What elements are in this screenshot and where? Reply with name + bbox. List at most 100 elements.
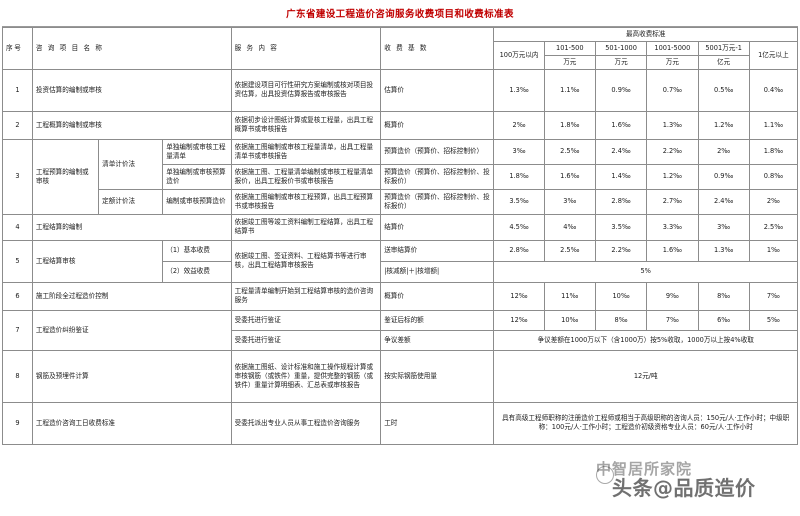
header-row-group: 序号 咨 询 项 目 名 称 服 务 内 容 收 费 基 数 最高收费标准 xyxy=(2,27,798,70)
merged-rate-note: 具有高级工程师职称的注册造价工程师或相当于高级职称的咨询人员：150元/人·工作… xyxy=(493,401,798,445)
merged-rate-note: 12元/吨 xyxy=(493,349,798,403)
table-row: 2 工程概算的编制或审核 依据初步设计图纸计算或复核工程量，出具工程概算书或审核… xyxy=(2,110,799,140)
tier-range-2: 501-1000 xyxy=(594,40,648,56)
row-project: 投资估算的编制或审核 xyxy=(31,68,232,112)
rate-cell: 3.5‰ xyxy=(493,188,545,215)
sub-item: （1）基本收费 xyxy=(162,239,232,262)
table-row: 6 施工阶段全过程造价控制 工程量清单编制开始到工程结算审核的造价咨询服务 概算… xyxy=(2,281,799,311)
tier-range-4: 5001万元-1 xyxy=(697,40,750,56)
row-service: 依据施工图编制或审核工程预算，出具工程预算书或审核报告 xyxy=(230,188,382,215)
rate-cell: 2‰ xyxy=(748,188,799,215)
rate-cell: 10‰ xyxy=(594,281,648,311)
fee-standard-table: 序号 咨 询 项 目 名 称 服 务 内 容 收 费 基 数 最高收费标准 10… xyxy=(2,27,799,445)
row-service: 依据施工图、工程量清单编制或审核工程量清单报价，出具工程报价书或审核报告 xyxy=(230,163,382,190)
row-index: 9 xyxy=(2,401,33,445)
rate-cell: 0.4‰ xyxy=(748,68,799,112)
row-project: 工程结算的编制 xyxy=(31,213,232,241)
col-header-project-name: 咨 询 项 目 名 称 xyxy=(31,27,232,70)
merged-rate-note: 5% xyxy=(493,260,798,283)
row-index: 8 xyxy=(2,349,33,403)
row-service: 受委托进行鉴证 xyxy=(230,329,382,351)
rate-cell: 1.3‰ xyxy=(493,68,545,112)
rate-cell: 2.8‰ xyxy=(594,188,648,215)
rate-cell: 5‰ xyxy=(748,309,799,331)
rate-cell: 1.3‰ xyxy=(646,110,699,140)
tier-unit-3: 万元 xyxy=(646,54,699,70)
row-base: 工时 xyxy=(380,401,495,445)
row-service: 依据初步设计图纸计算或复核工程量，出具工程概算书或审核报告 xyxy=(230,110,382,140)
table-row: 9 工程造价咨询工日收费标准 受委托派出专业人员从事工程造价咨询服务 工时 具有… xyxy=(2,401,798,445)
tier-unit-2: 万元 xyxy=(594,54,648,70)
rate-cell: 4.5‰ xyxy=(493,213,545,241)
row-project: 工程预算的编制或审核 xyxy=(31,138,100,215)
rate-cell: 0.9‰ xyxy=(594,68,648,112)
row-project: 施工阶段全过程造价控制 xyxy=(31,281,232,311)
rate-cell: 4‰ xyxy=(543,213,596,241)
rate-cell: 1.8‰ xyxy=(493,163,545,190)
row-index: 3 xyxy=(2,138,33,215)
row-base: 预算造价（预算价、招标控制价、投标报价） xyxy=(380,188,495,215)
row-base: 按实际钢筋使用量 xyxy=(380,349,495,403)
rate-cell: 2.2‰ xyxy=(594,239,648,262)
rate-cell: 0.7‰ xyxy=(646,68,699,112)
tier-range-1: 101-500 xyxy=(543,40,596,56)
rate-cell: 2.2‰ xyxy=(646,138,699,165)
rate-cell: 7‰ xyxy=(748,281,799,311)
rate-cell: 1.3‰ xyxy=(697,239,750,262)
row-base: 结算价 xyxy=(380,213,495,241)
rate-cell: 12‰ xyxy=(493,309,545,331)
tier-unit-4: 亿元 xyxy=(697,54,750,70)
rate-cell: 11‰ xyxy=(543,281,596,311)
row-base: 概算价 xyxy=(380,110,495,140)
rate-cell: 6‰ xyxy=(697,309,750,331)
row-index: 7 xyxy=(2,309,33,351)
col-header-fee-base: 收 费 基 数 xyxy=(380,27,495,70)
row-service: 受委托派出专业人员从事工程造价咨询服务 xyxy=(230,401,382,445)
table-row: 受委托进行鉴证 争议差额 争议差额在1000万以下（含1000万）按5%收取，1… xyxy=(3,329,798,351)
row-service: 受委托进行鉴证 xyxy=(230,309,382,331)
rate-cell: 3‰ xyxy=(543,188,596,215)
row-service: 依据竣工图、签证资料、工程结算书等进行审核，出具工程结算审核报告 xyxy=(230,239,382,283)
rate-cell: 1.2‰ xyxy=(646,163,699,190)
rate-cell: 2.8‰ xyxy=(493,239,545,262)
row-index: 6 xyxy=(2,281,33,311)
col-header-service-content: 服 务 内 容 xyxy=(230,27,382,70)
rate-cell: 8‰ xyxy=(697,281,750,311)
rate-cell: 1.1‰ xyxy=(543,68,596,112)
tier-header-5: 1亿元以上 xyxy=(748,40,799,70)
watermark-logo-text: 中智居所家院 xyxy=(596,460,693,478)
tier-unit-1: 万元 xyxy=(543,54,596,70)
table-row: 定额计价法 编制或审核预算造价 依据施工图编制或审核工程预算，出具工程预算书或审… xyxy=(3,188,799,215)
row-base: |核减额|＋|核增额| xyxy=(380,260,495,283)
row-project: 工程概算的编制或审核 xyxy=(31,110,232,140)
rate-cell: 1.6‰ xyxy=(543,163,596,190)
rate-cell: 1‰ xyxy=(748,239,799,262)
row-index: 5 xyxy=(2,239,33,283)
rate-cell: 2‰ xyxy=(697,138,750,165)
sub-item: 编制或审核预算造价 xyxy=(162,188,232,215)
rate-cell: 2.5‰ xyxy=(543,239,596,262)
table-row: 单独编制或审核预算造价 依据施工图、工程量清单编制或审核工程量清单报价，出具工程… xyxy=(3,163,799,190)
table-row: 7 工程造价纠纷鉴证 受委托进行鉴证 鉴证后标的额 12‰ 10‰ 8‰ 7‰ … xyxy=(2,309,799,351)
watermark-main-text: 头条@品质造价 xyxy=(612,476,756,500)
row-project: 工程造价纠纷鉴证 xyxy=(31,309,232,351)
table-row: 4 工程结算的编制 依据竣工图等竣工资料编制工程结算，出具工程结算书 结算价 4… xyxy=(2,213,799,241)
document-title-bar: 广东省建设工程造价咨询服务收费项目和收费标准表 xyxy=(2,0,798,27)
rate-cell: 3.3‰ xyxy=(646,213,699,241)
rate-cell: 2.4‰ xyxy=(594,138,648,165)
row-base: 估算价 xyxy=(380,68,495,112)
rate-cell: 1.4‰ xyxy=(594,163,648,190)
rate-cell: 1.1‰ xyxy=(748,110,799,140)
rate-cell: 1.8‰ xyxy=(543,110,596,140)
row-base: 争议差额 xyxy=(380,329,495,351)
row-base: 预算造价（预算价、招标控制价、投标报价） xyxy=(380,163,495,190)
table-row: 8 钢筋及预埋件计算 依据施工图纸、设计标准和施工操作规程计算或审核钢筋（或铁件… xyxy=(2,349,798,403)
rate-cell: 2‰ xyxy=(493,110,545,140)
rate-cell: 0.8‰ xyxy=(748,163,799,190)
row-service: 依据施工图编制或审核工程量清单，出具工程量清单书或审核报告 xyxy=(230,138,382,165)
table-row: 5 工程结算审核 （1）基本收费 依据竣工图、签证资料、工程结算书等进行审核，出… xyxy=(2,239,799,283)
rate-cell: 10‰ xyxy=(543,309,596,331)
col-header-max-standard: 最高收费标准 xyxy=(493,27,798,42)
row-base: 预算造价（预算价、招标控制价） xyxy=(380,138,495,165)
